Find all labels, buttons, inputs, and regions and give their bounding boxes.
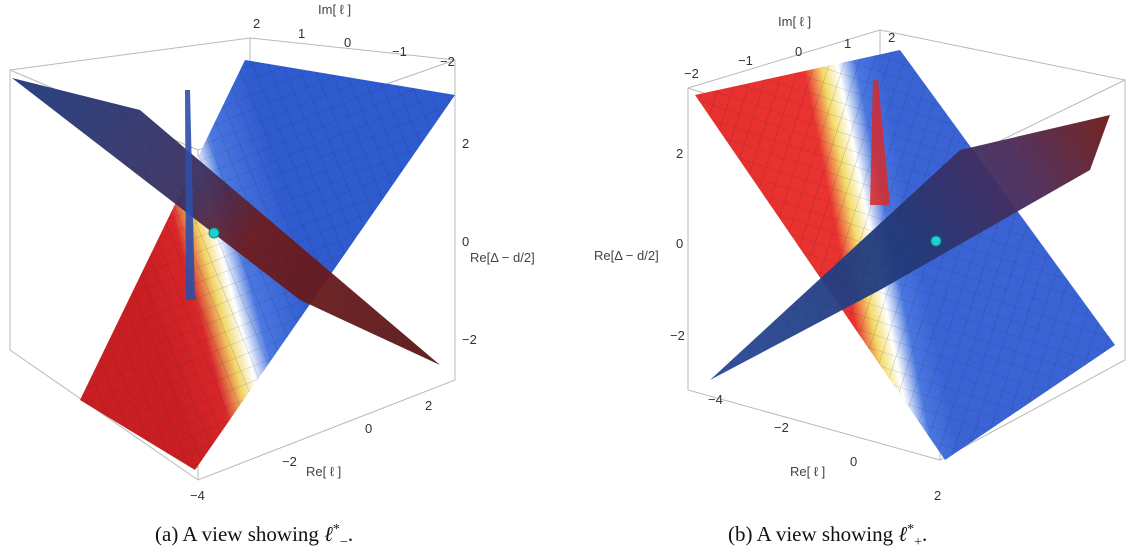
caption-a-end: . [347,522,354,546]
caption-a-text: (a) A view showing [155,522,319,546]
panel-b: −2 −1 0 1 2 Im[ ℓ ] 2 0 −2 Re[Δ − d/2] −… [570,0,1135,510]
caption-b-text: (b) A view showing [728,522,894,546]
caption-a-sup: * [332,522,340,537]
im-tick: 1 [844,36,851,51]
im-tick: 2 [253,16,260,31]
im-tick: −2 [440,54,455,69]
z-tick: −2 [670,328,685,343]
re-axis-label: Re[ ℓ ] [306,464,341,479]
z-tick: 2 [462,136,469,151]
re-tick: 2 [934,488,941,503]
re-tick: 2 [425,398,432,413]
plot-3d-b: −2 −1 0 1 2 Im[ ℓ ] 2 0 −2 Re[Δ − d/2] −… [594,14,1126,503]
plot-3d-a: 2 1 0 −1 −2 Im[ ℓ ] 2 0 −2 Re[Δ − d/2] 2… [9,2,535,503]
re-tick: −4 [708,392,723,407]
saddle-point-marker [208,227,220,239]
re-tick: −2 [282,454,297,469]
z-tick: 0 [462,234,469,249]
spike [185,90,195,300]
im-tick: −1 [738,53,753,68]
im-tick: −2 [684,66,699,81]
z-axis-label: Re[Δ − d/2] [594,248,659,263]
caption-b-end: . [921,522,928,546]
re-tick: 0 [365,421,372,436]
im-tick: 2 [888,30,895,45]
z-tick: 0 [676,236,683,251]
caption-b-sub: + [914,535,922,551]
caption-a: (a) A view showing ℓ*−. [155,522,353,551]
panel-a: 2 1 0 −1 −2 Im[ ℓ ] 2 0 −2 Re[Δ − d/2] 2… [0,0,565,510]
re-tick: −4 [190,488,205,503]
caption-b: (b) A view showing ℓ*+. [728,522,927,551]
spike [870,80,890,205]
im-axis-label: Im[ ℓ ] [318,2,351,17]
re-axis-label: Re[ ℓ ] [790,464,825,479]
caption-b-sup: * [907,522,915,537]
im-tick: 0 [344,35,351,50]
z-tick: −2 [462,332,477,347]
im-tick: 0 [795,44,802,59]
z-tick: 2 [676,146,683,161]
caption-b-symbol: ℓ [898,522,908,546]
im-tick: −1 [392,44,407,59]
saddle-point-marker [930,235,942,247]
caption-a-symbol: ℓ [324,522,333,546]
im-tick: 1 [298,26,305,41]
im-axis-label: Im[ ℓ ] [778,14,811,29]
caption-a-sub: − [339,535,348,551]
re-tick: 0 [850,454,857,469]
z-axis-label: Re[Δ − d/2] [470,250,535,265]
re-tick: −2 [774,420,789,435]
